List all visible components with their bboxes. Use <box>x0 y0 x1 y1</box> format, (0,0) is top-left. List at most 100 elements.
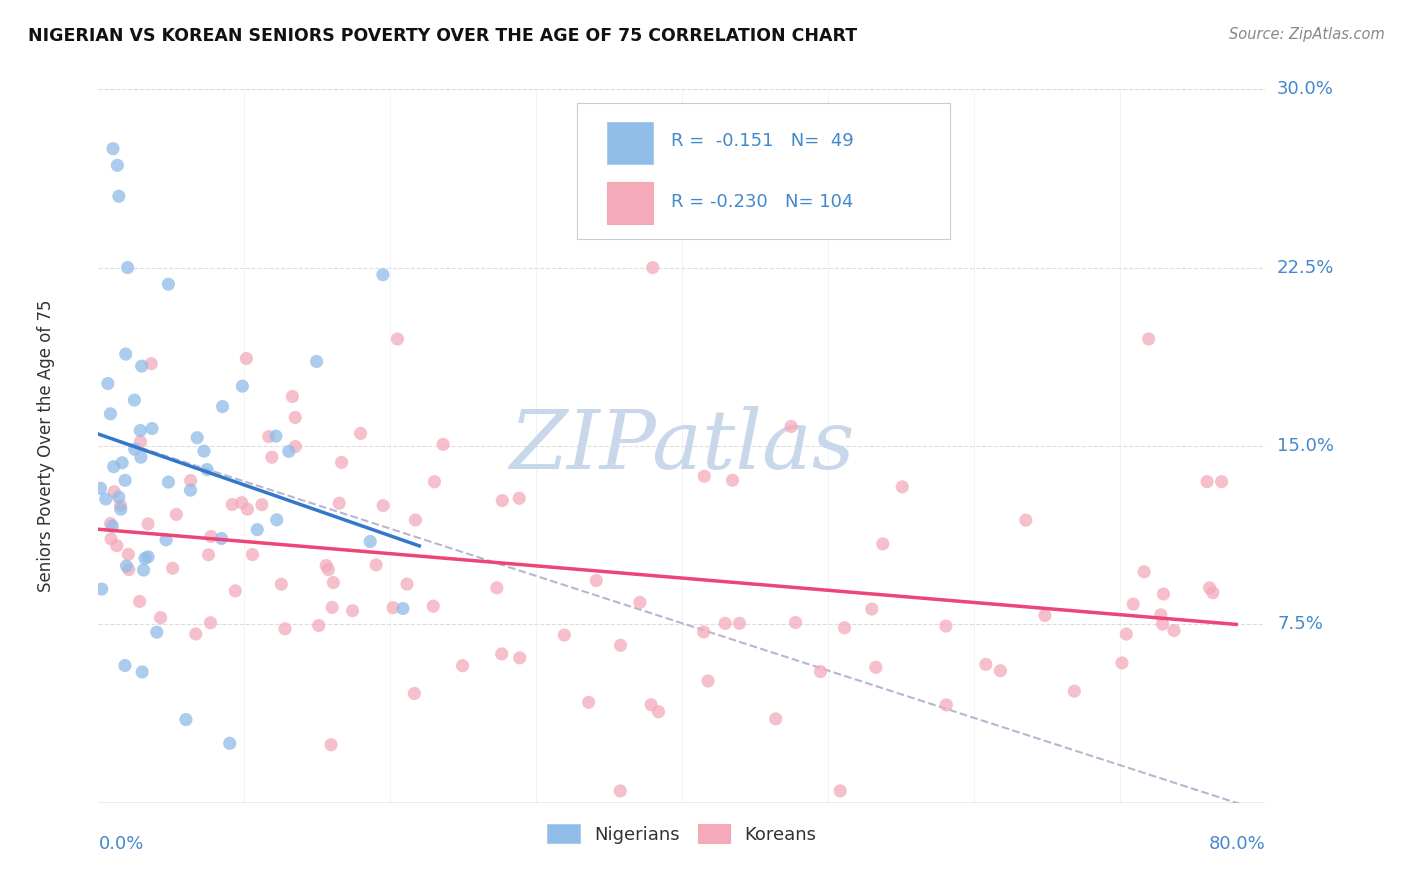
Point <box>129 450 152 465</box>
Point <box>141 421 163 435</box>
Point <box>193 444 215 458</box>
Text: 30.0%: 30.0% <box>1277 80 1334 98</box>
FancyBboxPatch shape <box>607 182 652 225</box>
Point <box>128 594 150 608</box>
FancyBboxPatch shape <box>576 103 950 239</box>
Point <box>432 437 454 451</box>
Point <box>371 268 394 282</box>
Point <box>1137 332 1160 346</box>
Point <box>697 673 720 688</box>
Point <box>1150 607 1173 622</box>
Point <box>266 513 288 527</box>
Point <box>693 469 716 483</box>
Point <box>647 705 669 719</box>
Point <box>1033 608 1056 623</box>
Point <box>640 698 662 712</box>
Text: R =  -0.151   N=  49: R = -0.151 N= 49 <box>672 132 855 150</box>
Point <box>305 354 328 368</box>
Point <box>141 357 163 371</box>
Point <box>990 664 1012 678</box>
Point <box>382 600 405 615</box>
Point <box>235 351 257 366</box>
Point <box>136 516 159 531</box>
Point <box>316 563 339 577</box>
Text: Source: ZipAtlas.com: Source: ZipAtlas.com <box>1229 27 1385 42</box>
Point <box>114 474 136 488</box>
Point <box>195 462 218 476</box>
Point <box>97 376 120 391</box>
Point <box>359 534 381 549</box>
Point <box>810 665 832 679</box>
Point <box>349 426 371 441</box>
Point <box>1133 565 1156 579</box>
Point <box>714 616 737 631</box>
Point <box>103 459 125 474</box>
Point <box>100 532 122 546</box>
Point <box>136 549 159 564</box>
Text: NIGERIAN VS KOREAN SENIORS POVERTY OVER THE AGE OF 75 CORRELATION CHART: NIGERIAN VS KOREAN SENIORS POVERTY OVER … <box>28 27 858 45</box>
Point <box>131 665 153 679</box>
Point <box>728 616 751 631</box>
Point <box>404 513 426 527</box>
Text: 7.5%: 7.5% <box>1277 615 1323 633</box>
Point <box>284 440 307 454</box>
Point <box>224 583 246 598</box>
Point <box>236 502 259 516</box>
Point <box>184 627 207 641</box>
Point <box>891 480 914 494</box>
Point <box>242 548 264 562</box>
Text: R = -0.230   N= 104: R = -0.230 N= 104 <box>672 193 853 211</box>
Point <box>284 410 307 425</box>
Point <box>149 610 172 624</box>
Legend: Nigerians, Koreans: Nigerians, Koreans <box>540 817 824 851</box>
Point <box>115 559 138 574</box>
Point <box>165 508 187 522</box>
Point <box>780 419 803 434</box>
Point <box>1198 581 1220 595</box>
Point <box>585 574 607 588</box>
Point <box>834 621 856 635</box>
Point <box>105 539 128 553</box>
Point <box>1115 627 1137 641</box>
Point <box>197 548 219 562</box>
FancyBboxPatch shape <box>607 121 652 164</box>
Point <box>162 561 184 575</box>
Point <box>117 548 139 562</box>
Point <box>387 332 409 346</box>
Point <box>328 496 350 510</box>
Point <box>101 519 124 533</box>
Point <box>628 595 651 609</box>
Point <box>146 625 169 640</box>
Point <box>200 615 222 630</box>
Point <box>114 658 136 673</box>
Point <box>1211 475 1233 489</box>
Point <box>321 600 343 615</box>
Point <box>103 484 125 499</box>
Point <box>260 450 283 465</box>
Point <box>1195 475 1218 489</box>
Point <box>609 784 631 798</box>
Point <box>111 456 134 470</box>
Point <box>692 624 714 639</box>
Point <box>373 499 395 513</box>
Point <box>218 736 240 750</box>
Text: ZIPatlas: ZIPatlas <box>509 406 855 486</box>
Point <box>110 499 132 513</box>
Point <box>257 430 280 444</box>
Point <box>107 490 129 504</box>
Point <box>366 558 388 572</box>
Text: 80.0%: 80.0% <box>1209 835 1265 853</box>
Point <box>396 577 419 591</box>
Point <box>404 686 426 700</box>
Point <box>491 647 513 661</box>
Point <box>1163 624 1185 638</box>
Point <box>392 601 415 615</box>
Point <box>129 424 152 438</box>
Point <box>157 277 180 292</box>
Point <box>1152 617 1174 632</box>
Point <box>118 563 141 577</box>
Point <box>117 260 139 275</box>
Point <box>765 712 787 726</box>
Point <box>277 444 299 458</box>
Point <box>179 483 201 498</box>
